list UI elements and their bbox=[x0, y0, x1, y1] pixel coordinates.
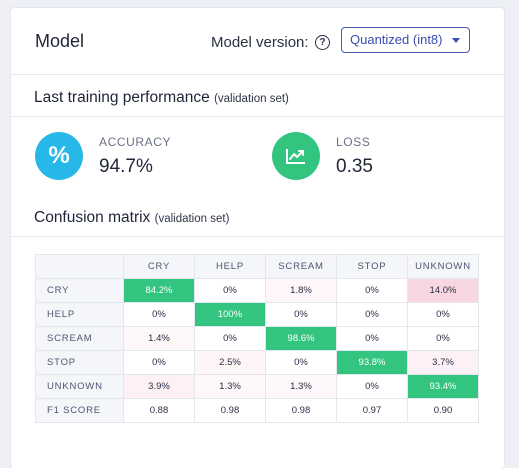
matrix-cell: 93.8% bbox=[336, 350, 408, 375]
row-header: STOP bbox=[35, 350, 124, 375]
chart-line-icon bbox=[272, 132, 320, 180]
f1-score-cell: 0.98 bbox=[265, 398, 337, 423]
chart-line-glyph bbox=[286, 149, 305, 164]
matrix-cell: 0% bbox=[336, 326, 408, 351]
matrix-cell: 2.5% bbox=[194, 350, 266, 375]
percent-icon: % bbox=[35, 132, 83, 180]
matrix-cell: 1.8% bbox=[265, 278, 337, 303]
matrix-cell: 0% bbox=[336, 278, 408, 303]
matrix-row: CRY 84.2% 0% 1.8% 0% 14.0% bbox=[35, 278, 479, 303]
confusion-divider bbox=[11, 236, 504, 237]
matrix-row: HELP 0% 100% 0% 0% 0% bbox=[35, 302, 479, 327]
matrix-cell: 0% bbox=[194, 326, 266, 351]
confusion-matrix: CRY HELP SCREAM STOP UNKNOWN CRY 84.2% 0% 1… bbox=[35, 254, 479, 423]
f1-score-cell: 0.98 bbox=[194, 398, 266, 423]
matrix-cell: 0% bbox=[407, 326, 479, 351]
row-header: CRY bbox=[35, 278, 124, 303]
matrix-cell: 0% bbox=[265, 302, 337, 327]
matrix-row: UNKNOWN 3.9% 1.3% 1.3% 0% 93.4% bbox=[35, 374, 479, 399]
column-header: CRY bbox=[123, 254, 195, 279]
row-header: HELP bbox=[35, 302, 124, 327]
model-version-value: Quantized (int8) bbox=[350, 32, 443, 47]
row-header: SCREAM bbox=[35, 326, 124, 351]
card-title: Model bbox=[35, 31, 85, 51]
matrix-cell: 0% bbox=[336, 374, 408, 399]
matrix-cell: 0% bbox=[123, 350, 195, 375]
model-card: Model Model version: ? Quantized (int8) … bbox=[11, 8, 504, 468]
column-header: HELP bbox=[194, 254, 266, 279]
column-header: STOP bbox=[336, 254, 408, 279]
matrix-row: SCREAM 1.4% 0% 98.6% 0% 0% bbox=[35, 326, 479, 351]
matrix-cell: 1.3% bbox=[194, 374, 266, 399]
matrix-cell: 98.6% bbox=[265, 326, 337, 351]
matrix-cell: 0% bbox=[336, 302, 408, 327]
percent-glyph: % bbox=[48, 142, 70, 169]
matrix-cell: 3.9% bbox=[123, 374, 195, 399]
model-version-select[interactable]: Quantized (int8) bbox=[341, 27, 470, 53]
f1-score-cell: 0.90 bbox=[407, 398, 479, 423]
matrix-cell: 0% bbox=[194, 278, 266, 303]
help-icon[interactable]: ? bbox=[315, 35, 330, 50]
matrix-cell: 100% bbox=[194, 302, 266, 327]
f1-score-cell: 0.97 bbox=[336, 398, 408, 423]
matrix-cell: 84.2% bbox=[123, 278, 195, 303]
matrix-cell: 14.0% bbox=[407, 278, 479, 303]
matrix-row: STOP 0% 2.5% 0% 93.8% 3.7% bbox=[35, 350, 479, 375]
matrix-cell: 93.4% bbox=[407, 374, 479, 399]
chevron-down-icon bbox=[452, 38, 460, 43]
header-divider bbox=[11, 74, 504, 75]
performance-title-text: Last training performance bbox=[34, 89, 210, 106]
column-header: UNKNOWN bbox=[407, 254, 479, 279]
accuracy-label: ACCURACY bbox=[99, 135, 172, 149]
performance-title: Last training performance (validation se… bbox=[34, 89, 289, 107]
model-version-label: Model version: bbox=[211, 34, 309, 51]
matrix-cell: 0% bbox=[407, 302, 479, 327]
performance-divider bbox=[11, 116, 504, 117]
confusion-title: Confusion matrix (validation set) bbox=[34, 209, 229, 227]
confusion-title-text: Confusion matrix bbox=[34, 209, 151, 226]
loss-label: LOSS bbox=[336, 135, 371, 149]
matrix-cell: 1.3% bbox=[265, 374, 337, 399]
row-header: UNKNOWN bbox=[35, 374, 124, 399]
accuracy-value: 94.7% bbox=[99, 156, 153, 177]
matrix-cell: 1.4% bbox=[123, 326, 195, 351]
confusion-subtitle: (validation set) bbox=[154, 213, 230, 225]
f1-score-row: F1 SCORE 0.88 0.98 0.98 0.97 0.90 bbox=[35, 398, 479, 423]
matrix-header-row: CRY HELP SCREAM STOP UNKNOWN bbox=[35, 254, 479, 279]
matrix-corner bbox=[35, 254, 124, 279]
performance-subtitle: (validation set) bbox=[214, 93, 289, 105]
matrix-cell: 0% bbox=[265, 350, 337, 375]
card-header: Model Model version: ? Quantized (int8) bbox=[11, 8, 504, 74]
row-header: F1 SCORE bbox=[35, 398, 124, 423]
matrix-cell: 0% bbox=[123, 302, 195, 327]
matrix-cell: 3.7% bbox=[407, 350, 479, 375]
f1-score-cell: 0.88 bbox=[123, 398, 195, 423]
loss-value: 0.35 bbox=[336, 156, 373, 177]
column-header: SCREAM bbox=[265, 254, 337, 279]
